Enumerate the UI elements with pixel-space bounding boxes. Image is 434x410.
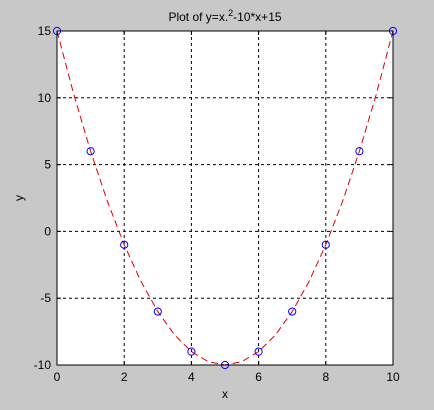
data-point-marker <box>187 347 196 356</box>
y-tick-label: 0 <box>44 224 51 238</box>
x-axis-label: x <box>222 387 228 401</box>
chart-title-superscript: 2 <box>228 8 233 18</box>
y-tick-label: -10 <box>34 358 52 372</box>
data-point-marker <box>321 240 330 249</box>
x-tick-label: 4 <box>188 370 195 384</box>
data-point-marker <box>86 147 95 156</box>
y-axis-label: y <box>12 195 26 201</box>
chart-title: Plot of y=x.2-10*x+15 <box>168 8 281 24</box>
x-tick-label: 0 <box>54 370 61 384</box>
ticks: 0 2 4 6 8 10 -10 -5 0 5 10 15 <box>34 24 400 384</box>
data-point-marker <box>153 307 162 316</box>
chart-title-rest: -10*x+15 <box>233 10 282 24</box>
axes-frame <box>56 30 394 366</box>
y-tick-label: 15 <box>38 24 52 38</box>
y-tick-label: -5 <box>40 291 51 305</box>
data-point-marker <box>254 347 263 356</box>
x-tick-label: 10 <box>386 370 400 384</box>
plot-area <box>57 31 393 365</box>
y-tick-label: 5 <box>44 158 51 172</box>
data-point-marker <box>120 240 129 249</box>
chart-title-main: Plot of y=x. <box>168 10 228 24</box>
x-tick-label: 6 <box>255 370 262 384</box>
x-tick-label: 8 <box>322 370 329 384</box>
x-tick-label: 2 <box>121 370 128 384</box>
data-point-marker <box>355 147 364 156</box>
grid <box>57 31 393 365</box>
data-point-marker <box>288 307 297 316</box>
y-tick-label: 10 <box>38 91 52 105</box>
